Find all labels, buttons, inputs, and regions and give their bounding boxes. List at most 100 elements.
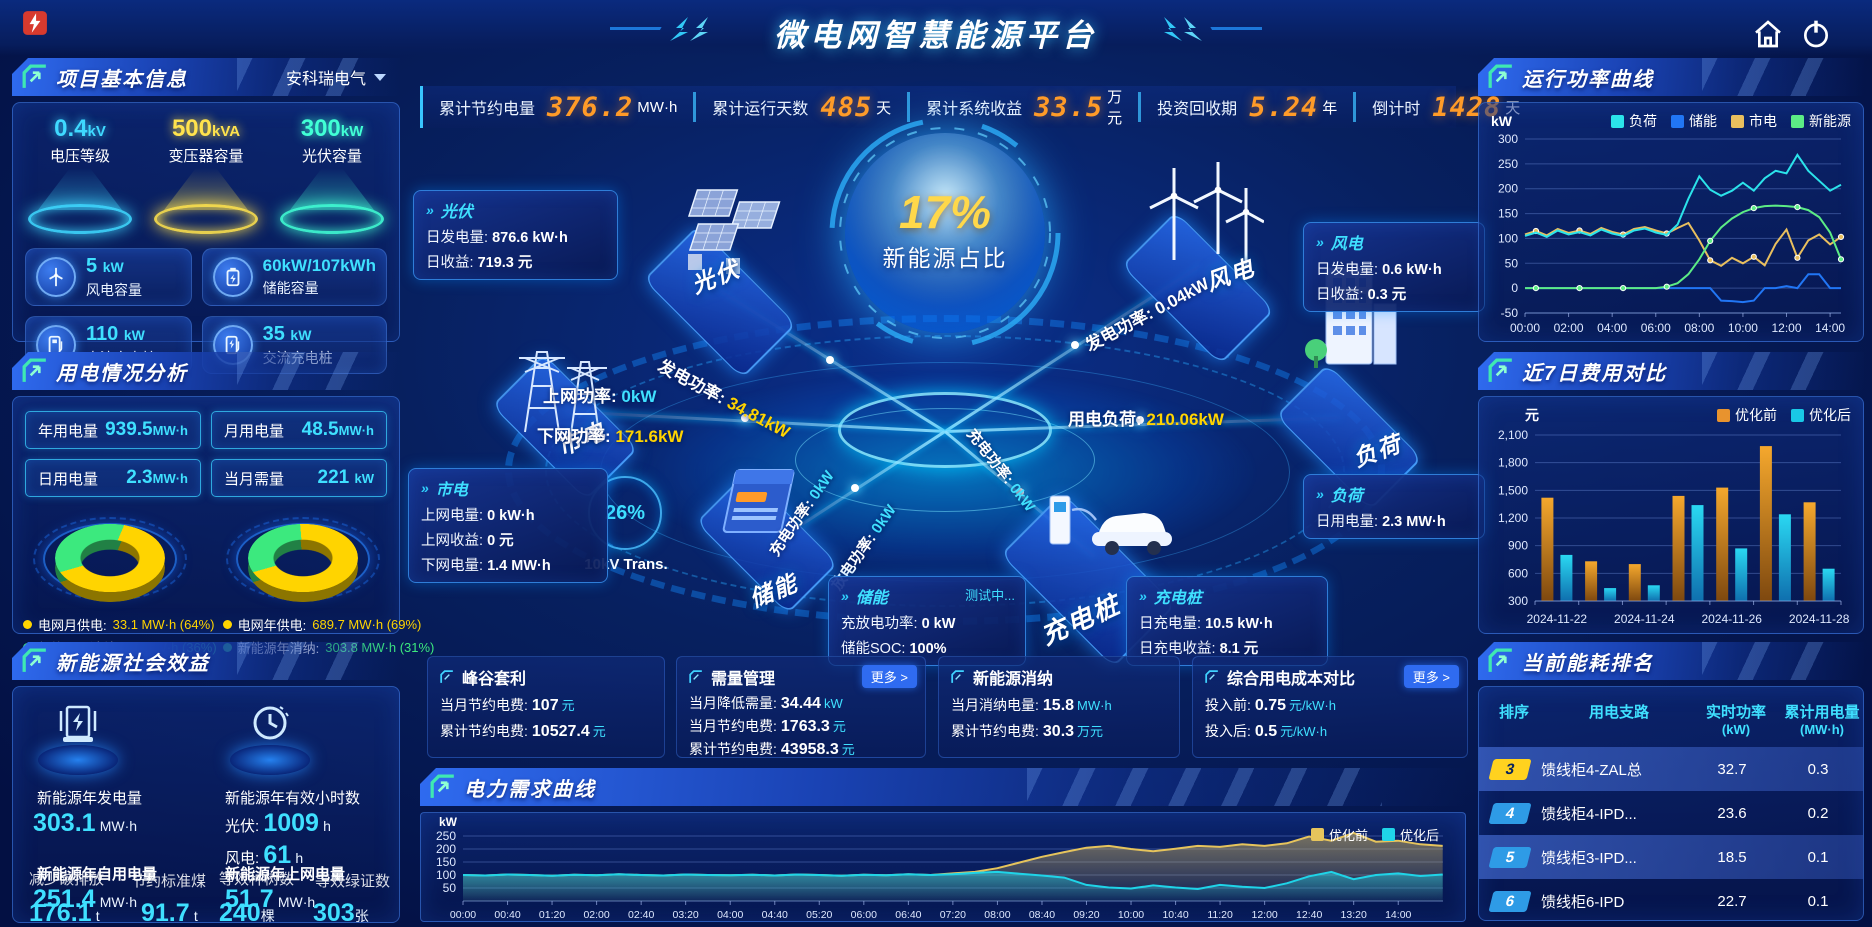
legend-load[interactable]: 负荷	[1611, 111, 1657, 131]
more-button[interactable]: 更多 >	[861, 665, 917, 688]
storage-status-tag: 测试中...	[965, 588, 1015, 603]
svg-text:06:00: 06:00	[851, 909, 877, 921]
svg-text:100: 100	[436, 868, 456, 882]
legend-grid-year: 电网年供电: 689.7 MW·h (69%)	[222, 615, 435, 634]
svg-text:10:40: 10:40	[1162, 909, 1188, 921]
svg-text:100: 100	[1498, 231, 1518, 245]
panel-cost-body: 元 优化前 优化后 300 600 900 1,200 1,500 1,800 2,100 2…	[1478, 396, 1864, 634]
table-row[interactable]: 3 馈线柜4-ZAL总 32.7 0.3	[1479, 747, 1863, 791]
y-axis-unit: kW	[1491, 113, 1512, 129]
donut-month-mix	[32, 509, 187, 605]
table-row[interactable]: 4 馈线柜4-IPD... 23.6 0.2	[1479, 791, 1863, 835]
legend-before[interactable]: 优化前	[1717, 405, 1777, 425]
svg-text:04:40: 04:40	[762, 909, 788, 921]
battery-icon	[212, 257, 253, 297]
panel-energy-ranking: 当前能耗排名 排序 用电支路 实时功率 (kW) 累计用电量 (MW·h) 3 馈线…	[1478, 642, 1864, 921]
grid-info-box: » 市电 上网电量: 0 kW·h 上网收益: 0 元 下网电量: 1.4 MW·…	[408, 468, 608, 583]
load-info-box: » 负荷 日用电量: 2.3 MW·h	[1303, 474, 1485, 539]
table-row[interactable]: 6 馈线柜6-IPD 22.7 0.1	[1479, 879, 1863, 920]
beam-dot	[851, 484, 859, 492]
company-select[interactable]: 安科瑞电气	[286, 65, 386, 89]
legend-after[interactable]: 优化后	[1381, 825, 1439, 844]
legend-grid[interactable]: 市电	[1731, 111, 1777, 131]
svg-text:1,200: 1,200	[1498, 511, 1528, 525]
svg-text:1,500: 1,500	[1498, 483, 1528, 497]
lightning-deco-right	[1164, 17, 1262, 41]
ev-charger-icon	[1049, 495, 1172, 555]
glow-pad	[280, 204, 384, 234]
legend-storage[interactable]: 储能	[1671, 111, 1717, 131]
panel-project-header: 项目基本信息 安科瑞电气	[12, 58, 400, 96]
power-towers-icon	[519, 351, 607, 435]
panel-corner-icon	[440, 670, 453, 683]
card-wind-capacity: 5 kW 风电容量	[25, 248, 192, 306]
table-row[interactable]: 5 馈线柜3-IPD... 18.5 0.1	[1479, 835, 1863, 879]
svg-text:00:00: 00:00	[1510, 321, 1540, 335]
panel-cost-header: 近7日费用对比	[1478, 352, 1864, 390]
donut-year-mix	[225, 509, 380, 605]
to-grid-value: 51.7 MW·h	[225, 885, 316, 913]
legend-renewable[interactable]: 新能源	[1791, 111, 1851, 131]
glow-pad	[28, 204, 132, 234]
svg-text:250: 250	[1498, 157, 1518, 171]
svg-text:200: 200	[436, 842, 456, 856]
panel-corner-icon	[22, 648, 46, 672]
panel-social-benefits: 新能源社会效益 新能源年发电量 303.1 MW·h 新能源年有效小时数 光伏:…	[12, 642, 400, 923]
certs-label: 等效绿证数	[315, 873, 391, 890]
chevron-right-icon: »	[421, 480, 429, 496]
panel-title: 项目基本信息	[56, 68, 188, 91]
panel-corner-icon	[689, 670, 702, 683]
panel-corner-icon	[22, 358, 46, 382]
y-axis-unit: kW	[439, 815, 457, 829]
svg-text:14:00: 14:00	[1385, 909, 1411, 921]
renewable-percent-label: 新能源占比	[882, 245, 1008, 271]
svg-text:00:40: 00:40	[494, 909, 520, 921]
demand-chart-legend: 优化前 优化后	[1310, 825, 1439, 844]
pill-year-usage: 年用电量 939.5MW·h	[25, 411, 201, 449]
ranking-table-header: 排序 用电支路 实时功率 (kW) 累计用电量 (MW·h)	[1498, 704, 1860, 737]
gen-label: 新能源年发电量	[37, 790, 143, 807]
chevron-right-icon: »	[426, 202, 434, 218]
trees-label: 等效种树数	[219, 871, 295, 888]
panel-power-header: 运行功率曲线	[1478, 58, 1864, 96]
svg-text:03:20: 03:20	[673, 909, 699, 921]
svg-text:12:40: 12:40	[1296, 909, 1322, 921]
self-use-value: 251.4 MW·h	[33, 885, 138, 913]
chevron-right-icon: »	[1139, 588, 1147, 604]
power-button[interactable]	[1800, 18, 1832, 50]
home-button[interactable]	[1752, 18, 1784, 50]
svg-text:150: 150	[436, 855, 456, 869]
wind-info-box: » 风电 日发电量: 0.6 kW·h 日收益: 0.3 元	[1303, 222, 1485, 312]
legend-before[interactable]: 优化前	[1310, 825, 1368, 844]
pill-month-usage: 月用电量 48.5MW·h	[211, 411, 387, 449]
hours-pedestal	[225, 701, 315, 775]
carbon-label: 减少碳排放	[29, 871, 105, 888]
hours-label: 新能源年有效小时数	[225, 790, 361, 807]
stat-running-days: 累计运行天数 485 天	[696, 92, 911, 123]
panel-corner-icon	[1488, 64, 1512, 88]
wind-hours: 风电: 61 h	[225, 841, 304, 869]
more-button[interactable]: 更多 >	[1403, 665, 1459, 688]
beam-dot	[1071, 341, 1079, 349]
panel-project-body: 0.4kV 电压等级 500kVA 变压器容量 300kW 光伏容量 5 kW …	[12, 102, 400, 374]
svg-text:300: 300	[1508, 594, 1528, 608]
panel-demand-header: 电力需求曲线	[420, 768, 1466, 806]
svg-text:2024-11-24: 2024-11-24	[1614, 612, 1675, 626]
panel-cost-compare: 近7日费用对比 元 优化前 优化后 300 600 900 1,200 1,500 1,8…	[1478, 352, 1864, 634]
legend-after[interactable]: 优化后	[1791, 405, 1851, 425]
svg-text:2,100: 2,100	[1498, 428, 1528, 442]
panel-usage-header: 用电情况分析	[12, 352, 400, 390]
to-grid-label: 新能源年上网电量	[225, 866, 346, 883]
cost-bar-chart: 300 600 900 1,200 1,500 1,800 2,100 2024-11-22 2…	[1498, 428, 1850, 626]
svg-text:14:00: 14:00	[1815, 321, 1845, 335]
beam-dot	[1016, 488, 1024, 496]
page-title: 微电网智慧能源平台	[774, 18, 1098, 53]
gen-value: 303.1 MW·h	[33, 809, 138, 837]
self-use-label: 新能源年自用电量	[37, 866, 158, 883]
svg-text:10:00: 10:00	[1728, 321, 1758, 335]
summary-demand-mgmt: 需量管理 更多 > 当月降低需量: 34.44 kW 当月节约电费: 1763.3 元 …	[676, 656, 926, 758]
chevron-right-icon: »	[1316, 486, 1324, 502]
flow-load-power: 用电负荷: 210.06kW	[1068, 410, 1224, 429]
company-name: 安科瑞电气	[285, 71, 366, 88]
power-chart-legend: 负荷 储能 市电 新能源	[1611, 111, 1851, 131]
